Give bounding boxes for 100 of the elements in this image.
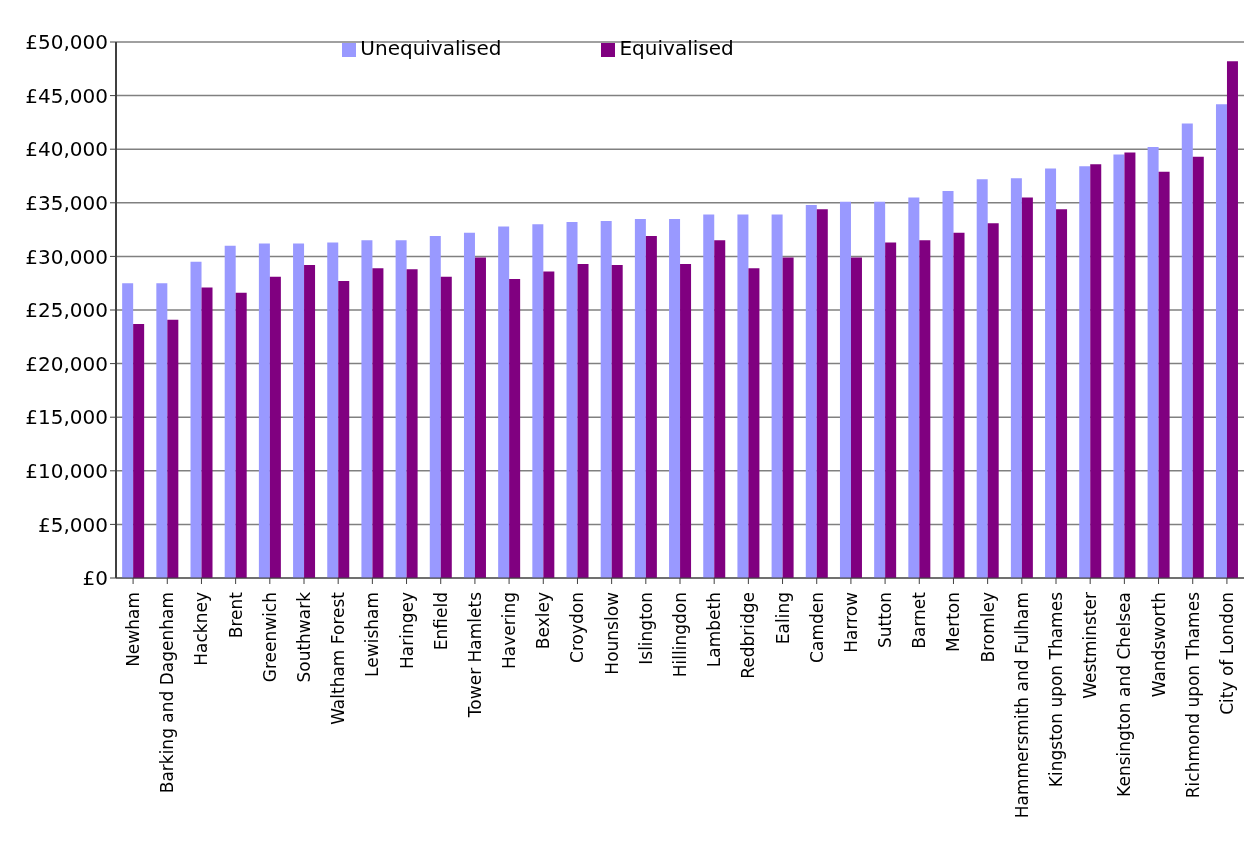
bar xyxy=(395,240,407,578)
x-tick-label: Croydon xyxy=(567,592,588,663)
legend-label: Unequivalised xyxy=(360,36,502,60)
bar xyxy=(737,214,749,578)
bar xyxy=(680,263,692,578)
bar xyxy=(1079,166,1091,578)
x-tick-label: Redbridge xyxy=(738,592,759,679)
bar xyxy=(1181,123,1193,578)
bar xyxy=(1113,154,1125,578)
bar xyxy=(304,264,316,578)
x-tick-label: Lambeth xyxy=(704,592,725,668)
x-tick-label: Kensington and Chelsea xyxy=(1114,592,1135,797)
x-tick-label: Barnet xyxy=(909,591,930,649)
bar xyxy=(122,283,134,578)
x-tick-label: Brent xyxy=(225,591,246,639)
bar xyxy=(258,243,270,578)
bar xyxy=(156,283,168,578)
y-tick-label: £5,000 xyxy=(38,512,108,537)
bar xyxy=(805,204,817,578)
x-tick-label: Hounslow xyxy=(601,591,622,675)
bar xyxy=(498,226,510,578)
x-tick-label: Islington xyxy=(635,592,656,665)
x-tick-label: Newham xyxy=(123,592,144,667)
bar xyxy=(532,224,544,578)
bar xyxy=(782,257,794,578)
x-tick-label: Bromley xyxy=(977,592,998,663)
bar xyxy=(714,240,726,578)
x-tick-label: Haringey xyxy=(396,592,417,669)
bar xyxy=(543,271,555,578)
bar xyxy=(429,236,441,578)
x-tick-label: Hackney xyxy=(191,592,212,666)
y-tick-label: £40,000 xyxy=(25,137,108,162)
x-tick-label: Tower Hamlets xyxy=(464,591,485,719)
x-tick-label: Westminster xyxy=(1080,591,1101,699)
bar xyxy=(1045,168,1057,578)
x-tick-label: Wandsworth xyxy=(1148,592,1169,698)
x-tick-label: Bexley xyxy=(533,592,554,650)
x-tick-label: Enfield xyxy=(430,592,451,651)
legend-label: Equivalised xyxy=(619,36,734,60)
bar xyxy=(1090,164,1102,578)
bar xyxy=(327,242,339,578)
bar xyxy=(372,268,384,578)
y-tick-label: £20,000 xyxy=(25,351,108,376)
x-tick-label: Hillingdon xyxy=(670,592,690,678)
bar xyxy=(1124,152,1136,578)
x-tick-label: Greenwich xyxy=(259,592,280,683)
bar xyxy=(953,232,965,578)
bar xyxy=(566,222,578,578)
bar xyxy=(1021,197,1033,578)
y-tick-label: £0 xyxy=(82,566,108,591)
bar xyxy=(474,257,486,578)
x-tick-label: Ealing xyxy=(772,592,793,645)
bar xyxy=(942,191,954,578)
bar xyxy=(338,281,350,578)
bar xyxy=(224,245,236,578)
bar xyxy=(908,197,920,578)
x-tick-label: Kingston upon Thames xyxy=(1046,591,1066,788)
bar xyxy=(611,264,623,578)
bar xyxy=(703,214,715,578)
bar xyxy=(440,276,452,578)
bar xyxy=(1192,156,1204,578)
bar xyxy=(190,261,202,578)
bar xyxy=(293,243,305,578)
bar xyxy=(919,240,931,578)
bar xyxy=(874,201,886,578)
bar xyxy=(816,209,828,578)
bar xyxy=(839,201,851,578)
bar xyxy=(1215,104,1227,578)
bar xyxy=(1010,178,1022,578)
bar xyxy=(645,236,657,578)
bar xyxy=(1158,171,1170,578)
y-tick-label: £15,000 xyxy=(25,405,108,430)
bar xyxy=(600,221,612,578)
y-tick-label: £30,000 xyxy=(25,244,108,269)
y-tick-label: £10,000 xyxy=(25,458,108,483)
x-tick-label: Lewisham xyxy=(362,592,383,677)
bar xyxy=(850,257,862,578)
x-tick-label: Merton xyxy=(943,592,964,652)
bar xyxy=(1147,147,1159,578)
x-tick-label: City of London xyxy=(1216,592,1237,715)
bar xyxy=(235,292,247,578)
bar xyxy=(509,278,521,578)
bar xyxy=(748,268,760,578)
x-tick-label: Camden xyxy=(806,592,827,663)
bar xyxy=(885,242,897,578)
bar xyxy=(577,263,589,578)
x-tick-label: Sutton xyxy=(875,592,896,649)
bar xyxy=(361,240,373,578)
x-tick-label: Waltham Forest xyxy=(328,591,349,725)
bar xyxy=(634,218,646,578)
x-tick-label: Havering xyxy=(499,592,520,669)
y-tick-label: £35,000 xyxy=(25,190,108,215)
bar xyxy=(771,214,783,578)
bar xyxy=(1226,61,1238,578)
bar xyxy=(201,287,213,578)
y-tick-label: £25,000 xyxy=(25,298,108,323)
x-tick-label: Hammersmith and Fulham xyxy=(1011,592,1032,819)
bar xyxy=(463,232,475,578)
y-tick-label: £45,000 xyxy=(25,83,108,108)
bar xyxy=(1056,209,1068,578)
